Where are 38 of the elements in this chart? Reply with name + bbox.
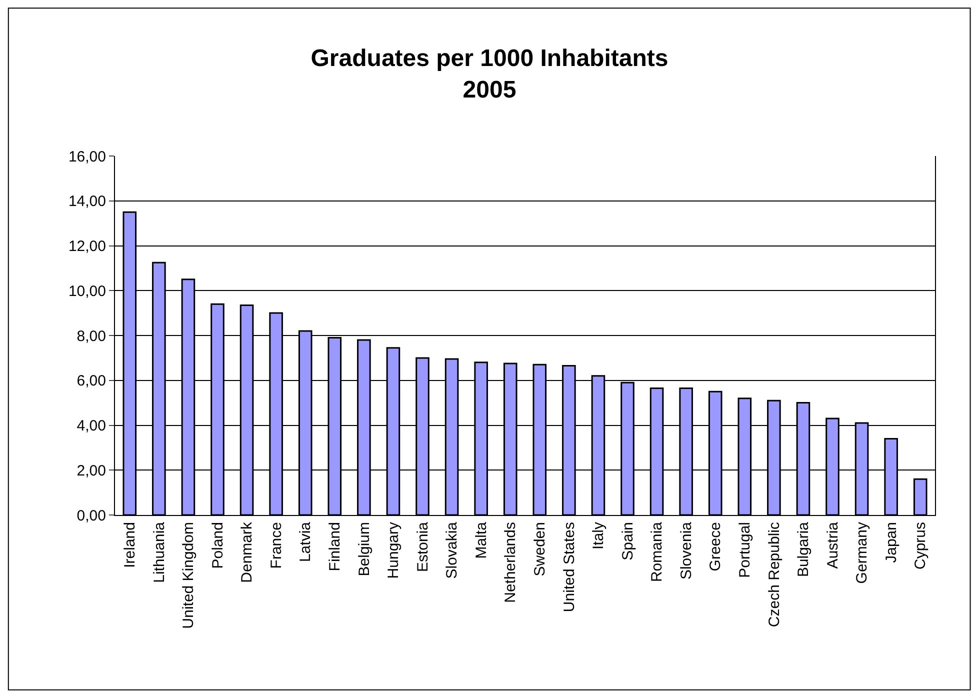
x-tick-label: Poland — [209, 522, 226, 569]
x-tick-label: United States — [560, 522, 578, 612]
y-tick-label: 6,00 — [76, 372, 106, 390]
x-tick-label: United Kingdom — [180, 522, 198, 629]
x-tick-label: Romania — [648, 521, 666, 582]
x-tick-label: Austria — [824, 521, 842, 569]
x-tick-label: Greece — [707, 522, 724, 572]
x-tick-label: Netherlands — [502, 522, 520, 603]
x-tick-label: Belgium — [356, 522, 373, 576]
x-tick-label: Hungary — [385, 522, 402, 579]
x-tick-label: Lithuania — [150, 521, 168, 583]
chart-title: Graduates per 1000 Inhabitants 2005 — [310, 45, 668, 104]
x-tick-label: Italy — [590, 522, 608, 550]
y-tick-label: 4,00 — [76, 418, 106, 434]
x-tick-label: Slovenia — [678, 521, 695, 580]
x-tick-label: Portugal — [736, 522, 754, 578]
y-tick-label: 2,00 — [76, 462, 106, 480]
x-tick-label: Ireland — [122, 522, 139, 568]
x-tick-label: Malta — [472, 521, 490, 559]
x-tick-label: Spain — [619, 522, 636, 560]
y-tick-label: 16,00 — [68, 148, 106, 166]
x-tick-label: Bulgaria — [795, 521, 812, 578]
y-tick-label: 12,00 — [68, 238, 106, 255]
x-tick-label: Latvia — [297, 521, 314, 562]
x-tick-label: Slovakia — [444, 521, 461, 579]
y-tick-label: 10,00 — [68, 282, 106, 300]
x-tick-label: Denmark — [238, 522, 256, 583]
x-tick-label: Germany — [854, 522, 871, 584]
x-tick-label: Czech Republic — [766, 522, 783, 628]
x-tick-label: Finland — [326, 522, 344, 572]
y-tick-label: 0,00 — [76, 507, 106, 524]
x-tick-label: Japan — [882, 522, 900, 563]
x-tick-label: Sweden — [532, 522, 549, 576]
y-tick-label: 8,00 — [76, 328, 106, 345]
x-tick-label: France — [268, 522, 285, 569]
y-tick-label: 14,00 — [68, 193, 106, 210]
x-tick-label: Cyprus — [912, 522, 930, 570]
x-tick-label: Estonia — [414, 521, 432, 572]
